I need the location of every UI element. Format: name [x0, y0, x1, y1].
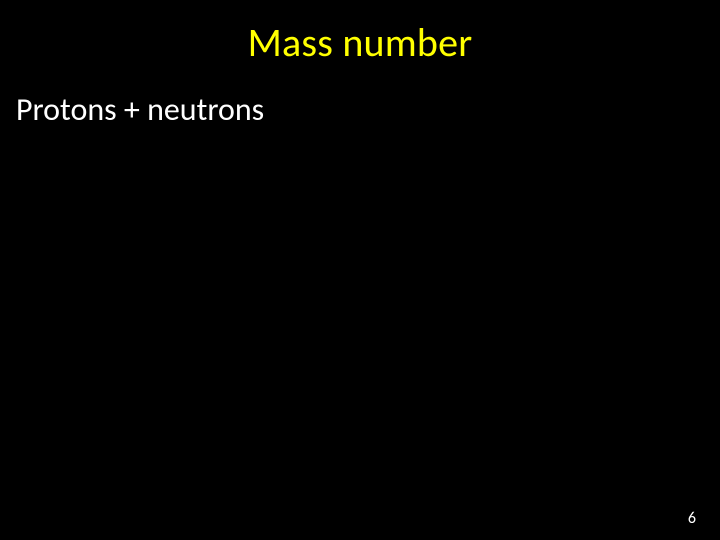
slide-body-text: Protons + neutrons — [16, 90, 264, 129]
slide-title: Mass number — [0, 18, 720, 67]
slide: Mass number Protons + neutrons 6 — [0, 0, 720, 540]
page-number: 6 — [688, 509, 696, 528]
